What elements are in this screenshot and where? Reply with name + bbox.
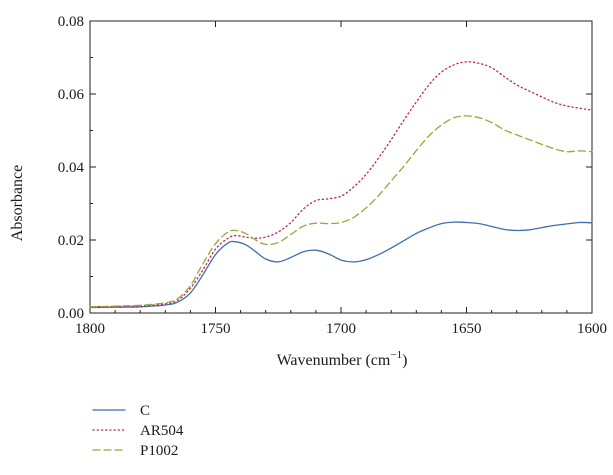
legend-label-c: C: [140, 403, 150, 419]
x-tick-label: 1700: [326, 321, 356, 337]
x-axis-label-sup: −1: [390, 349, 402, 361]
legend-label-p1002: P1002: [140, 443, 178, 459]
x-axis-label-close: ): [402, 352, 407, 369]
plot-frame: [89, 20, 593, 314]
y-tick-label: 0.06: [58, 87, 85, 103]
series-layer: [89, 61, 593, 309]
x-axis-label-main: Wavenumber (cm: [277, 352, 391, 369]
x-tick-label: 1650: [452, 321, 482, 337]
y-tick-label: 0.08: [58, 14, 84, 30]
y-tick-label: 0.04: [58, 160, 85, 176]
x-tick-label: 1750: [201, 321, 231, 337]
series-line-ar504: [89, 61, 593, 308]
legend-label-ar504: AR504: [140, 423, 184, 439]
legend: C AR504 P1002: [92, 403, 184, 459]
x-tick-label: 1600: [577, 321, 607, 337]
series-line-c: [89, 221, 593, 309]
y-axis-label: Absorbance: [9, 165, 26, 241]
series-line-p1002: [89, 115, 593, 308]
y-tick-label: 0.00: [58, 306, 84, 322]
y-tick-label: 0.02: [58, 233, 84, 249]
axes: 1800 1750 1700 1650 1600 0.00 0.02 0.04 0.06 0.08: [58, 14, 607, 337]
x-axis-label: Wavenumber (cm−1): [277, 349, 408, 369]
x-tick-label: 1800: [75, 321, 105, 337]
